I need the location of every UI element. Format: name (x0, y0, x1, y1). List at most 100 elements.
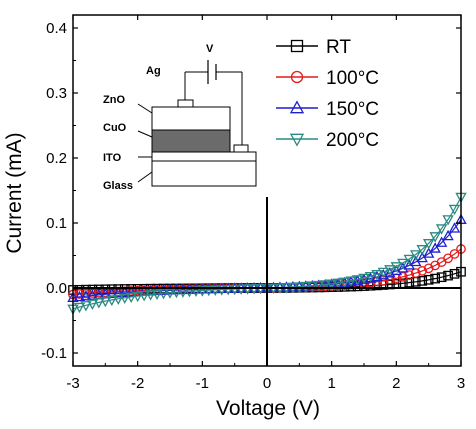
data-point (351, 275, 364, 286)
data-point (80, 301, 92, 312)
data-point (332, 278, 344, 290)
y-tick-label: 0.3 (46, 85, 67, 102)
data-point (235, 284, 247, 295)
data-point (371, 270, 383, 282)
legend-marker (290, 70, 304, 84)
x-tick-label: 3 (457, 375, 465, 392)
legend-label: RT (326, 37, 351, 58)
y-axis-label: Current (mA) (3, 132, 26, 253)
data-point (151, 289, 163, 300)
data-point (112, 287, 124, 298)
data-point (430, 273, 440, 284)
x-tick-label: -1 (196, 375, 209, 392)
x-tick-label: 1 (327, 375, 335, 392)
data-point (106, 287, 118, 298)
data-point (404, 277, 415, 288)
data-point (442, 229, 454, 241)
data-point (448, 204, 461, 216)
data-point (300, 281, 312, 293)
y-tick-label: 0.0 (46, 280, 67, 297)
data-point (429, 242, 441, 253)
cuo-layer (151, 129, 231, 153)
data-point (86, 289, 99, 300)
data-point (377, 267, 390, 279)
ticks-layer: -3 -2 -1 0 1 2 3 -0.1 0.0 0.1 0.2 0.3 0.4 (41, 15, 465, 392)
legend: RT 100°C 150°C 200°C (276, 37, 379, 151)
inset-label-cuo: CuO (103, 122, 127, 134)
data-point (442, 215, 454, 226)
data-point (80, 290, 92, 301)
data-point (436, 272, 447, 283)
data-point (423, 274, 434, 285)
inset-label-v: V (206, 43, 214, 55)
inset-label-ito: ITO (103, 152, 122, 164)
data-point (410, 250, 422, 261)
legend-label: 150°C (326, 99, 379, 120)
zno-layer (151, 106, 231, 131)
ito-layer (151, 151, 257, 162)
data-point (358, 273, 370, 285)
data-point (338, 277, 351, 289)
ag-contact (177, 99, 194, 108)
glass-pointer (137, 171, 153, 183)
legend-marker (289, 100, 305, 114)
data-point (371, 270, 383, 281)
data-point (390, 262, 403, 273)
data-point (384, 265, 396, 276)
data-point (196, 286, 209, 297)
data-point (443, 253, 453, 264)
data-point (403, 254, 415, 266)
data-point (397, 271, 408, 282)
data-point (74, 289, 85, 299)
data-point (203, 285, 215, 297)
data-point (417, 266, 428, 276)
data-point (435, 224, 448, 235)
x-tick-label: -3 (66, 375, 79, 392)
x-tick-label: 2 (392, 375, 400, 392)
data-point (228, 284, 241, 296)
data-point (435, 236, 448, 247)
inset-label-glass: Glass (103, 180, 133, 192)
ito-contact (233, 144, 249, 153)
data-point (313, 280, 325, 292)
data-point (119, 286, 131, 297)
cuo-pointer (137, 130, 153, 138)
data-point (306, 281, 318, 292)
inset-label-zno: ZnO (103, 94, 125, 106)
data-point (73, 290, 86, 302)
data-point (157, 288, 170, 300)
data-point (164, 288, 176, 299)
y-tick-label: 0.1 (46, 215, 67, 232)
data-point (449, 268, 460, 279)
data-point (319, 280, 331, 291)
legend-label: 100°C (326, 68, 379, 89)
legend-marker (290, 39, 304, 53)
y-tick-label: -0.1 (41, 345, 67, 362)
data-point (86, 299, 99, 310)
data-point (422, 247, 435, 258)
legend-label: 200°C (326, 130, 379, 151)
data-point (448, 222, 461, 233)
data-point (377, 269, 390, 280)
data-point (325, 279, 338, 290)
data-point (73, 302, 86, 314)
data-point (364, 271, 377, 283)
data-point (429, 232, 441, 243)
data-point (125, 292, 137, 304)
data-point (216, 285, 228, 296)
data-point (410, 268, 421, 278)
data-point (416, 245, 428, 256)
data-point (112, 294, 124, 305)
data-point (119, 293, 131, 304)
data-point (397, 258, 409, 270)
legend-marker (289, 133, 305, 147)
data-point (138, 290, 150, 302)
data-point (99, 296, 112, 308)
device-schematic-inset: Ag V ZnO CuO ITO Glass (103, 43, 257, 192)
data-point (417, 276, 428, 286)
y-tick-label: 0.2 (46, 150, 67, 167)
y-tick-label: 0.4 (46, 20, 67, 37)
x-axis-label: Voltage (V) (216, 397, 320, 420)
data-point (93, 298, 105, 309)
